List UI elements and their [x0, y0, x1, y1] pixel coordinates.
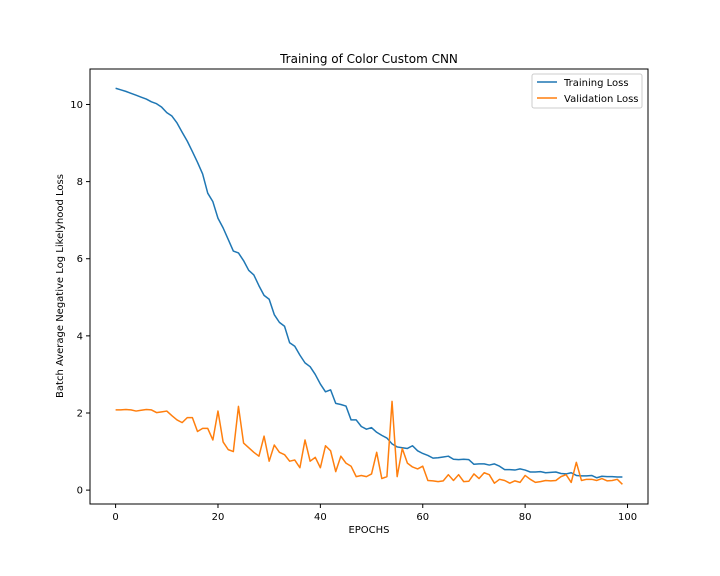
y-tick-label: 4 — [77, 331, 83, 342]
series-line-training — [115, 87, 623, 479]
y-tick-label: 6 — [77, 254, 83, 265]
legend-label-validation: Validation Loss — [564, 94, 639, 105]
y-ticks: 0 2 4 6 8 10 — [70, 100, 90, 497]
x-ticks: 0 20 40 60 80 100 — [112, 504, 637, 523]
x-tick-label: 80 — [519, 512, 532, 523]
plot-lines — [115, 87, 623, 485]
legend: Training Loss Validation Loss — [531, 73, 643, 109]
legend-label-training: Training Loss — [563, 78, 629, 89]
y-tick-label: 8 — [77, 177, 83, 188]
x-axis-label: EPOCHS — [348, 525, 389, 536]
x-tick-label: 40 — [314, 512, 327, 523]
y-tick-label: 10 — [70, 100, 83, 111]
series-line-validation — [115, 400, 623, 485]
x-tick-label: 0 — [112, 512, 118, 523]
chart-title: Training of Color Custom CNN — [279, 52, 458, 66]
x-tick-label: 20 — [212, 512, 225, 523]
axes-frame — [89, 68, 649, 505]
y-tick-label: 0 — [77, 486, 83, 497]
x-tick-label: 100 — [618, 512, 637, 523]
legend-box — [531, 73, 643, 109]
y-tick-label: 2 — [77, 408, 83, 419]
y-axis-label: Batch Average Negative Log Likelyhood Lo… — [55, 174, 66, 398]
x-tick-label: 60 — [416, 512, 429, 523]
